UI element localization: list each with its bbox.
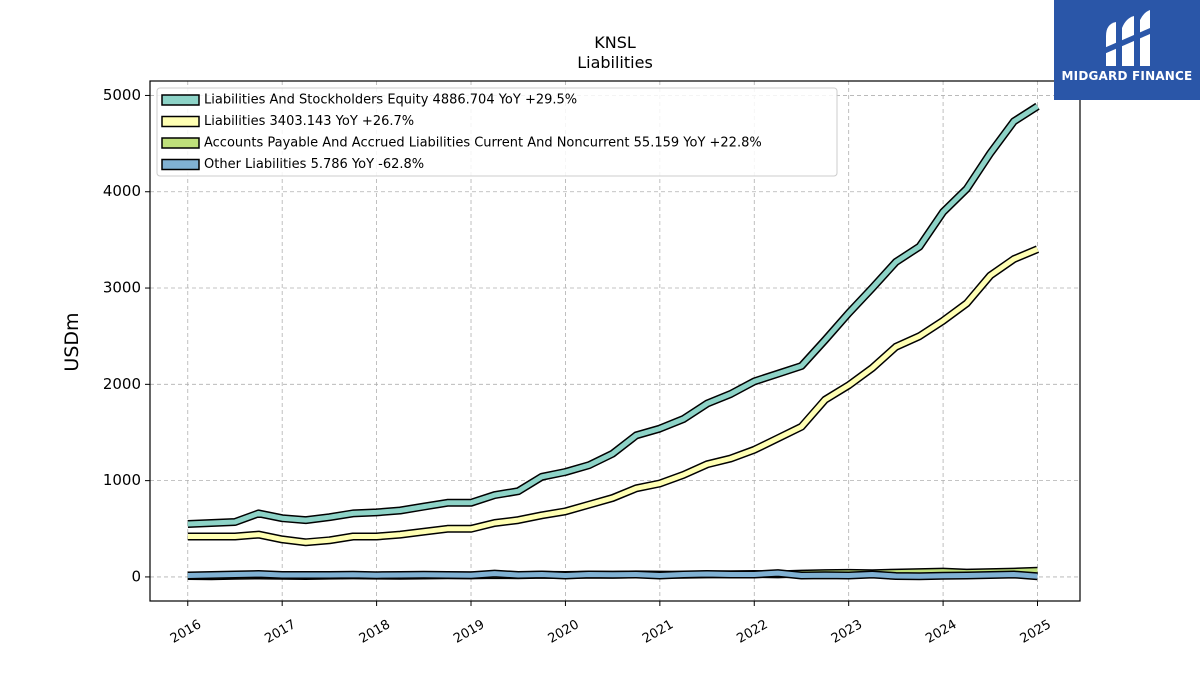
legend-swatch: [161, 115, 200, 128]
x-tick-label: 2017: [262, 617, 298, 647]
y-tick-label: 2000: [103, 375, 141, 393]
legend-entry: Liabilities And Stockholders Equity 4886…: [204, 93, 577, 108]
series-line-liabilities: [187, 246, 1039, 545]
x-tick-label: 2024: [923, 617, 959, 647]
legend-swatch: [161, 158, 200, 171]
series-line-liabilities-and-stockholders-equity: [187, 104, 1039, 527]
series-line-other-liabilities: [187, 570, 1038, 579]
x-axis-ticks: 2016 2017 2018 2019 2020 2021 2022 2023 2024 2025: [168, 601, 1054, 647]
y-tick-label: 0: [131, 567, 141, 585]
x-tick-label: 2022: [734, 617, 770, 647]
midgard-m-icon: [1104, 10, 1150, 66]
y-axis-label: USDm: [61, 312, 83, 371]
legend-swatch: [161, 137, 200, 149]
x-tick-label: 2023: [829, 617, 865, 647]
x-tick-label: 2025: [1018, 617, 1054, 647]
legend-entry: Accounts Payable And Accrued Liabilities…: [204, 136, 762, 151]
y-axis-ticks: 0 1000 2000 3000 4000 5000: [103, 86, 150, 585]
y-tick-label: 4000: [103, 182, 141, 200]
plot-area: [187, 102, 1040, 581]
y-tick-label: 1000: [103, 471, 141, 489]
brand-name: MIDGARD FINANCE: [1061, 69, 1193, 83]
y-tick-label: 3000: [103, 279, 141, 297]
chart-subtitle: Liabilities: [577, 53, 653, 72]
plot-frame: [149, 80, 1081, 602]
legend-swatch: [161, 94, 200, 106]
x-tick-label: 2016: [168, 617, 204, 647]
x-tick-label: 2019: [451, 617, 487, 647]
x-tick-label: 2018: [357, 617, 393, 647]
x-tick-label: 2021: [640, 617, 676, 647]
midgard-finance-logo: MIDGARD FINANCE: [1054, 0, 1200, 100]
legend-entry: Other Liabilities 5.786 YoY -62.8%: [204, 157, 424, 172]
series-lines: [187, 102, 1040, 581]
x-tick-label: 2020: [546, 617, 582, 647]
chart-title: KNSL: [594, 33, 636, 52]
legend: Liabilities And Stockholders Equity 4886…: [156, 87, 838, 177]
y-tick-label: 5000: [103, 86, 141, 104]
legend-box: [156, 87, 838, 177]
legend-entry: Liabilities 3403.143 YoY +26.7%: [204, 114, 414, 129]
